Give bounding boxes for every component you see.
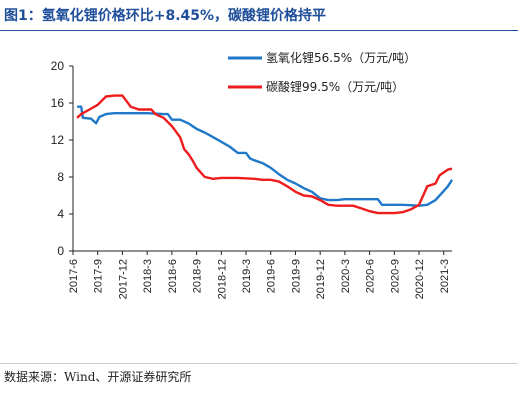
x-tick-label: 2018-12	[216, 259, 228, 299]
legend-label-lithium-hydroxide: 氢氧化锂56.5%（万元/吨）	[266, 50, 416, 65]
y-tick-label: 0	[57, 244, 64, 258]
x-tick-label: 2021-3	[439, 259, 451, 293]
x-tick-label: 2017-12	[117, 259, 129, 299]
x-tick-label: 2018-9	[192, 259, 204, 293]
x-tick-label: 2017-6	[68, 259, 80, 293]
x-tick-label: 2018-6	[167, 259, 179, 293]
x-tick-label: 2020-9	[389, 259, 401, 293]
title-bar: 图1：氢氧化锂价格环比+8.45%，碳酸锂价格持平	[0, 0, 518, 31]
x-tick-label: 2017-9	[93, 259, 105, 293]
source-note: 数据来源：Wind、开源证券研究所	[4, 370, 192, 384]
chart-title: 图1：氢氧化锂价格环比+8.45%，碳酸锂价格持平	[4, 8, 327, 24]
line-chart: 氢氧化锂56.5%（万元/吨） 碳酸锂99.5%（万元/吨） 0 4 8 12 16 20…	[51, 50, 454, 299]
x-tick-label: 2018-3	[142, 259, 154, 293]
x-tick-label: 2019-3	[241, 259, 253, 293]
x-tick-label: 2019-12	[315, 259, 327, 299]
x-tick-label: 2020-6	[365, 259, 377, 293]
series-group	[76, 94, 454, 215]
x-tick-label: 2019-6	[266, 259, 278, 293]
x-tick-label: 2019-9	[290, 259, 302, 293]
x-tick-label: 2020-3	[340, 259, 352, 293]
legend-label-lithium-carbonate: 碳酸锂99.5%（万元/吨）	[266, 79, 404, 94]
series-line-lithium-carbonate	[76, 94, 453, 215]
footer-divider	[0, 363, 518, 364]
series-line-lithium-hydroxide	[77, 105, 454, 207]
y-tick-label: 4	[57, 207, 64, 221]
y-tick-label: 16	[51, 96, 65, 110]
y-tick-label: 20	[51, 59, 65, 73]
y-tick-label: 8	[57, 170, 64, 184]
legend: 氢氧化锂56.5%（万元/吨） 碳酸锂99.5%（万元/吨）	[228, 50, 416, 94]
y-tick-label: 12	[51, 133, 65, 147]
x-tick-label: 2020-12	[414, 259, 426, 299]
axes: 0 4 8 12 16 20 2017-6 2017-9 2017-12 2018-3 2018-6…	[51, 59, 452, 299]
